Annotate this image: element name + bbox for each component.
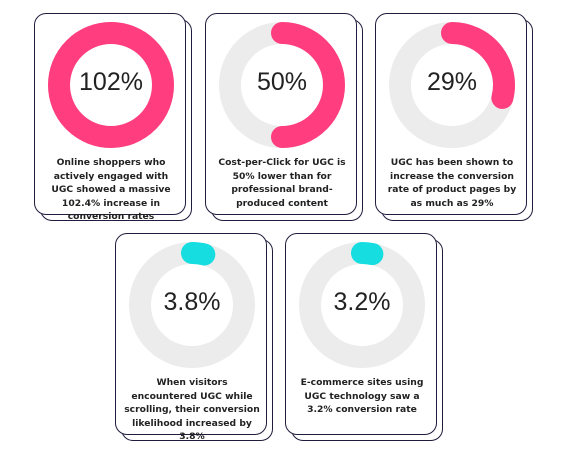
stat-card-product-page-conversion: 29% UGC has been shown to increase the c… [375, 13, 533, 221]
stat-caption: UGC has been shown to increase the conve… [387, 157, 517, 209]
progress-ring [389, 22, 515, 148]
stat-card-conversion-increase: 102% Online shoppers who actively engage… [34, 13, 192, 222]
stat-card-ecommerce-conversion-rate: 3.2% E-commerce sites using UGC technolo… [285, 233, 443, 441]
progress-ring-arc [441, 22, 515, 109]
stat-caption: Online shoppers who actively engaged wit… [51, 157, 171, 223]
stat-value: 3.2% [333, 288, 391, 316]
progress-ring [299, 242, 425, 368]
stat-caption: E-commerce sites using UGC technology sa… [300, 377, 424, 416]
stat-value: 50% [256, 68, 308, 96]
progress-ring-arc [181, 242, 216, 266]
progress-ring-arc [271, 22, 345, 148]
stat-value: 3.8% [163, 288, 221, 316]
stat-value: 29% [426, 68, 478, 96]
card-face: 102% Online shoppers who actively engage… [34, 13, 186, 222]
progress-ring [219, 22, 345, 148]
card-face: 50% Cost-per-Click for UGC is 50% lower … [205, 13, 357, 215]
progress-ring-arc [351, 242, 384, 266]
progress-ring-arc [48, 22, 174, 149]
stat-caption: When visitors encountered UGC while scro… [124, 377, 260, 443]
stat-card-cost-per-click: 50% Cost-per-Click for UGC is 50% lower … [205, 13, 363, 221]
progress-ring [129, 242, 255, 368]
stat-caption: Cost-per-Click for UGC is 50% lower than… [218, 157, 346, 209]
card-face: 3.8% When visitors encountered UGC while… [115, 233, 267, 442]
card-face: 29% UGC has been shown to increase the c… [375, 13, 527, 215]
progress-ring [48, 22, 174, 149]
stat-value: 102% [79, 68, 143, 96]
stat-card-scrolling-conversion: 3.8% When visitors encountered UGC while… [115, 233, 273, 442]
card-face: 3.2% E-commerce sites using UGC technolo… [285, 233, 437, 435]
